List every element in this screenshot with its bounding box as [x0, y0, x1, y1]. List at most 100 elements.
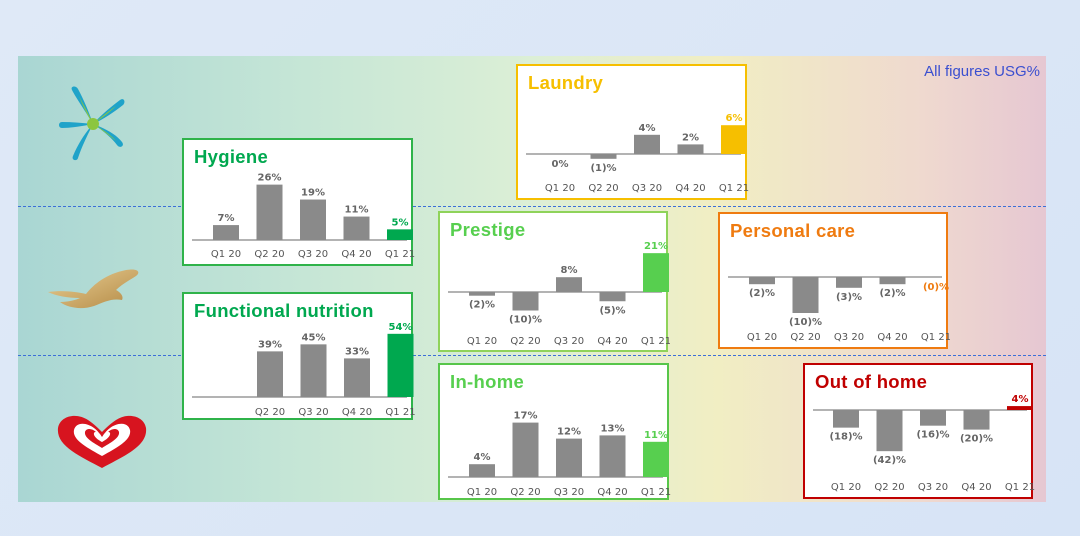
functional-bar-0 — [257, 351, 283, 397]
inhome-value-label-4: 11% — [644, 430, 668, 441]
functional-bar-2 — [344, 358, 370, 397]
laundry-bar-1 — [590, 154, 617, 159]
panel-outofhome: Out of home (18)% Q1 20 (42)% Q2 20 (16)% Q3 … — [803, 363, 1035, 499]
panel-laundry: Laundry 0% Q1 20 (1)% Q2 20 4% Q3 20 2% Q4 20 6%… — [516, 64, 749, 200]
outofhome-tick-label-2: Q3 20 — [918, 482, 948, 493]
prestige-bar-3 — [599, 292, 626, 302]
prestige-tick-label-3: Q4 20 — [597, 336, 627, 347]
inhome-tick-label-2: Q3 20 — [554, 487, 584, 498]
panel-prestige: Prestige (2)% Q1 20 (10)% Q2 20 8% Q3 20 (5)% Q… — [438, 211, 670, 352]
hygiene-bar-2 — [300, 199, 326, 240]
hygiene-bar-4 — [387, 229, 413, 240]
omo-logo — [59, 86, 125, 161]
outofhome-bar-2 — [920, 410, 946, 426]
outofhome-bar-0 — [833, 410, 859, 428]
inhome-bar-1 — [512, 422, 539, 477]
outofhome-bar-3 — [963, 410, 990, 430]
prestige-bar-2 — [556, 277, 582, 292]
inhome-value-label-2: 12% — [557, 427, 581, 438]
panel-hygiene: Hygiene 7% Q1 20 26% Q2 20 19% Q3 20 11% Q4 20 5… — [182, 138, 415, 266]
inhome-bar-0 — [469, 464, 495, 477]
panel-personal: Personal care (2)% Q1 20 (10)% Q2 20 (3)% Q3 … — [718, 212, 950, 349]
personal-bar-0 — [749, 277, 775, 285]
hygiene-value-label-0: 7% — [218, 213, 235, 224]
prestige-value-label-0: (2)% — [469, 300, 495, 311]
outofhome-value-label-2: (16)% — [916, 430, 949, 441]
outofhome-tick-label-3: Q4 20 — [961, 482, 991, 493]
inhome-tick-label-4: Q1 21 — [641, 487, 671, 498]
prestige-value-label-3: (5)% — [599, 305, 625, 316]
functional-tick-label-1: Q3 20 — [298, 407, 328, 418]
personal-value-label-3: (2)% — [879, 288, 905, 299]
outofhome-value-label-4: 4% — [1012, 394, 1029, 405]
outofhome-value-label-3: (20)% — [960, 434, 993, 445]
hygiene-tick-label-4: Q1 21 — [385, 249, 415, 260]
hygiene-bar-1 — [256, 184, 283, 240]
panel-title: Personal care — [730, 220, 856, 241]
hygiene-bar-3 — [343, 216, 370, 240]
outofhome-value-label-1: (42)% — [873, 455, 906, 466]
prestige-chart: (2)% Q1 20 (10)% Q2 20 8% Q3 20 (5)% Q4 20 21% Q1… — [448, 241, 670, 347]
personal-bar-1 — [792, 277, 819, 313]
prestige-bar-0 — [469, 292, 495, 296]
laundry-bar-2 — [634, 134, 660, 154]
hygiene-tick-label-2: Q3 20 — [298, 249, 328, 260]
laundry-bar-3 — [677, 144, 704, 154]
inhome-value-label-3: 13% — [601, 423, 625, 434]
hygiene-value-label-3: 11% — [345, 205, 369, 216]
laundry-value-label-3: 2% — [682, 132, 699, 143]
hygiene-tick-label-0: Q1 20 — [211, 249, 241, 260]
functional-bar-1 — [300, 344, 327, 397]
functional-tick-label-0: Q2 20 — [255, 407, 285, 418]
inhome-bar-2 — [556, 438, 582, 477]
functional-tick-label-2: Q4 20 — [342, 407, 372, 418]
prestige-tick-label-2: Q3 20 — [554, 336, 584, 347]
personal-chart: (2)% Q1 20 (10)% Q2 20 (3)% Q3 20 (2)% Q4 20 (0)… — [728, 276, 950, 343]
prestige-tick-label-4: Q1 21 — [641, 336, 670, 347]
dove-logo — [48, 269, 139, 309]
laundry-chart: 0% Q1 20 (1)% Q2 20 4% Q3 20 2% Q4 20 6% Q1 21 — [526, 113, 749, 194]
panel-inhome: In-home 4% Q1 20 17% Q2 20 12% Q3 20 13% Q4 20 1… — [438, 363, 671, 500]
prestige-bar-4 — [643, 253, 669, 292]
personal-value-label-0: (2)% — [749, 288, 775, 299]
panel-functional: Functional nutrition 39% Q2 20 45% Q3 20 33%… — [182, 292, 415, 420]
outofhome-tick-label-0: Q1 20 — [831, 482, 861, 493]
laundry-bar-4 — [721, 125, 747, 154]
personal-bar-3 — [879, 277, 906, 285]
outofhome-bar-4 — [1007, 406, 1033, 410]
inhome-chart: 4% Q1 20 17% Q2 20 12% Q3 20 13% Q4 20 11% Q1 21 — [448, 411, 671, 498]
hygiene-value-label-2: 19% — [301, 188, 325, 199]
inhome-value-label-0: 4% — [474, 452, 491, 463]
panel-title: Functional nutrition — [194, 300, 374, 321]
panel-title: Out of home — [815, 371, 928, 392]
hygiene-tick-label-3: Q4 20 — [341, 249, 371, 260]
outofhome-tick-label-1: Q2 20 — [874, 482, 904, 493]
hygiene-chart: 7% Q1 20 26% Q2 20 19% Q3 20 11% Q4 20 5% Q1 21 — [192, 173, 415, 260]
personal-tick-label-2: Q3 20 — [834, 332, 864, 343]
inhome-tick-label-0: Q1 20 — [467, 487, 497, 498]
laundry-value-label-4: 6% — [726, 113, 743, 124]
prestige-value-label-2: 8% — [561, 265, 578, 276]
functional-value-label-1: 45% — [302, 332, 326, 343]
hygiene-value-label-4: 5% — [392, 217, 409, 228]
personal-value-label-4: (0)% — [923, 282, 949, 293]
laundry-value-label-2: 4% — [639, 123, 656, 134]
laundry-tick-label-1: Q2 20 — [588, 183, 618, 194]
prestige-tick-label-1: Q2 20 — [510, 336, 540, 347]
outofhome-chart: (18)% Q1 20 (42)% Q2 20 (16)% Q3 20 (20)% Q4 20… — [813, 394, 1035, 493]
outofhome-tick-label-4: Q1 21 — [1005, 482, 1035, 493]
personal-tick-label-4: Q1 21 — [921, 332, 950, 343]
functional-value-label-2: 33% — [345, 346, 369, 357]
inhome-value-label-1: 17% — [514, 411, 538, 422]
inhome-bar-4 — [643, 441, 669, 477]
personal-tick-label-0: Q1 20 — [747, 332, 777, 343]
outofhome-bar-1 — [876, 410, 903, 452]
prestige-tick-label-0: Q1 20 — [467, 336, 497, 347]
personal-tick-label-1: Q2 20 — [790, 332, 820, 343]
figures-note: All figures USG% — [924, 63, 1040, 80]
laundry-value-label-0: 0% — [552, 159, 569, 170]
personal-bar-2 — [836, 277, 862, 288]
hygiene-tick-label-1: Q2 20 — [254, 249, 284, 260]
outofhome-value-label-0: (18)% — [829, 432, 862, 443]
functional-value-label-0: 39% — [258, 339, 282, 350]
